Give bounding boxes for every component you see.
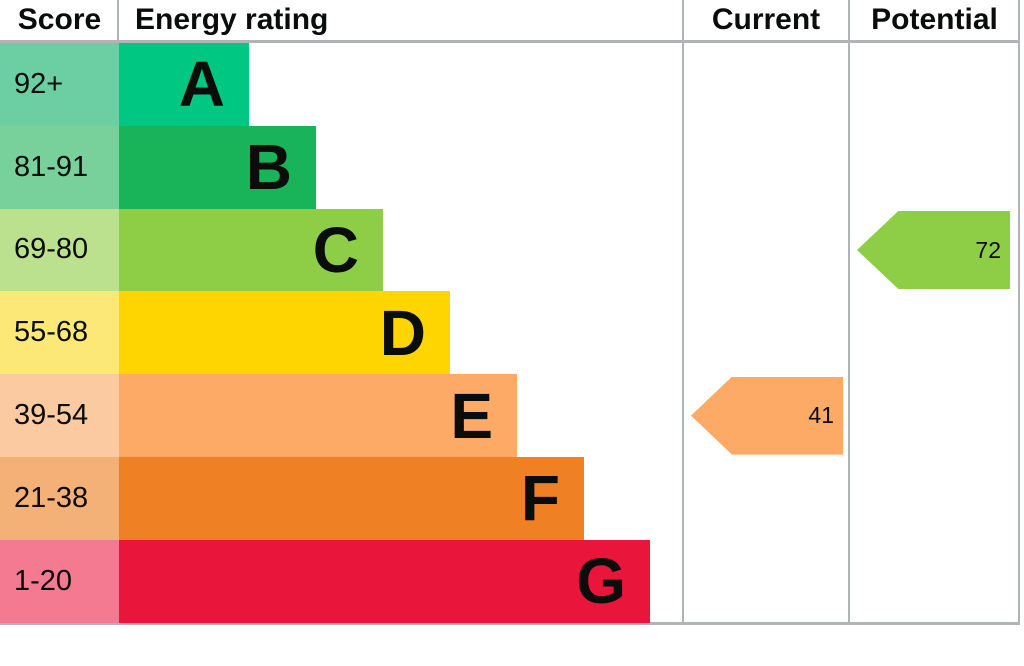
header-bottom-line (0, 40, 1020, 43)
band-score-cell: 92+ (0, 43, 119, 126)
band-score-label: 81-91 (14, 150, 89, 183)
band-score-cell: 39-54 (0, 374, 119, 457)
band-score-cell: 81-91 (0, 125, 119, 209)
band-letter: E (450, 379, 493, 452)
band-row: 39-54 E (0, 374, 683, 457)
band-score-label: 39-54 (14, 399, 89, 432)
right-border-line (1018, 0, 1020, 625)
current-rating-arrow: 41 (691, 376, 843, 455)
band-row: 92+ A (0, 43, 683, 126)
band-letter: A (178, 48, 225, 121)
band-bar: E (119, 374, 517, 457)
band-bar: F (119, 456, 584, 540)
band-score-label: 21-38 (14, 481, 89, 514)
band-bar: C (119, 208, 383, 292)
potential-column-divider (848, 0, 850, 625)
current-column-divider (682, 0, 684, 625)
band-bar: A (119, 43, 249, 126)
band-letter: C (312, 213, 359, 286)
band-row: 21-38 F (0, 456, 683, 540)
band-row: 55-68 D (0, 291, 683, 375)
header-potential: Potential (871, 3, 998, 36)
band-letter: B (245, 131, 292, 204)
band-score-label: 1-20 (14, 564, 73, 597)
band-letter: D (379, 296, 426, 369)
band-score-label: 92+ (14, 67, 64, 100)
band-row: 69-80 C (0, 208, 683, 292)
table-header: Score Energy rating Current Potential (0, 0, 1020, 40)
band-letter: F (520, 462, 560, 535)
band-bar: B (119, 125, 316, 209)
potential-rating-value: 72 (975, 236, 1001, 263)
band-score-cell: 1-20 (0, 539, 119, 623)
band-bar: G (119, 539, 650, 623)
potential-rating-arrow: 72 (857, 211, 1010, 289)
band-score-cell: 55-68 (0, 291, 119, 375)
band-row: 1-20 G (0, 539, 683, 623)
band-score-cell: 69-80 (0, 208, 119, 292)
current-rating-value: 41 (808, 402, 834, 429)
header-current: Current (711, 3, 821, 36)
band-score-label: 55-68 (14, 316, 89, 349)
band-letter: G (576, 545, 626, 618)
band-row: 81-91 B (0, 125, 683, 209)
band-rows: 92+ A 81-91 B 69-80 C 55-68 D 39-54 (0, 43, 683, 623)
band-score-label: 69-80 (14, 233, 89, 266)
header-score: Score (17, 3, 102, 36)
band-bar: D (119, 291, 450, 375)
score-column-divider (117, 0, 119, 40)
header-energy-rating: Energy rating (135, 3, 329, 36)
chart-bottom-line (0, 622, 1020, 625)
band-score-cell: 21-38 (0, 456, 119, 540)
